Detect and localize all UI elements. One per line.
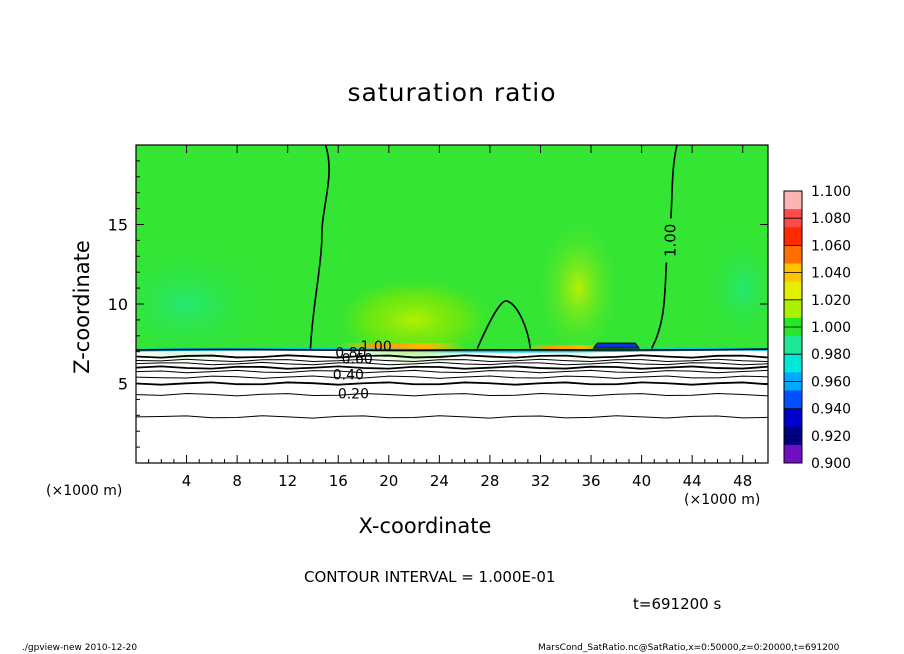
contour-1-00-left [309, 145, 330, 349]
colorbar-label: 1.080 [811, 211, 851, 227]
footer-left: ./gpview-new 2010-12-20 [22, 643, 138, 653]
x-axis-label: X-coordinate [358, 514, 492, 538]
low-ratio-patch [592, 342, 641, 349]
x-tick-label: 24 [430, 472, 449, 490]
colorbar-label: 0.900 [811, 456, 851, 472]
field-lower [136, 350, 768, 463]
hot-strip-left [338, 343, 465, 351]
colorbar-swatch [784, 444, 802, 464]
y-tick-label: 5 [118, 375, 128, 394]
colorbar-swatch [784, 245, 802, 265]
contour-below-8 [136, 415, 768, 419]
colorbar-label: 1.100 [811, 184, 851, 200]
colorbar-swatch [784, 354, 802, 373]
svg-text:1.00: 1.00 [361, 339, 392, 355]
x-tick-label: 48 [733, 472, 752, 490]
colorbar-swatch [784, 299, 802, 319]
cool-region-left [136, 244, 277, 364]
x-tick-label: 40 [632, 472, 651, 490]
colorbar-label: 0.940 [811, 402, 851, 418]
contour-below-3 [136, 365, 768, 370]
contour-below-1 [136, 358, 768, 363]
colorbar-swatch [784, 336, 802, 355]
contour-below-5 [136, 375, 768, 379]
contour-label-3: 0.60 [342, 352, 373, 368]
y-tick-label: 15 [108, 216, 128, 235]
colorbar-label: 0.920 [811, 429, 851, 445]
x-tick-label: 20 [379, 472, 398, 490]
hot-strip-right [527, 345, 604, 351]
colorbar-swatch [784, 281, 802, 301]
x-tick-label: 28 [480, 472, 499, 490]
cool-region-right [702, 228, 768, 349]
x-tick-label: 32 [531, 472, 550, 490]
svg-text:0.80: 0.80 [335, 345, 366, 361]
x-tick-label: 16 [329, 472, 348, 490]
contour-label-0: 1.00 [661, 218, 680, 263]
x-tick-label: 12 [278, 472, 297, 490]
colorbar-swatch [784, 390, 802, 410]
warm-region-left [329, 274, 500, 365]
svg-text:0.60: 0.60 [342, 352, 373, 368]
colorbar-label: 1.040 [811, 266, 851, 282]
svg-text:0.40: 0.40 [333, 368, 364, 384]
contour-label-2: 0.80 [335, 345, 366, 361]
contour-below-0 [136, 354, 768, 359]
contour-interval-text: CONTOUR INTERVAL = 1.000E-01 [304, 568, 556, 586]
y-axis-label: Z-coordinate [70, 240, 94, 374]
x-unit-left: (×1000 m) [46, 483, 123, 499]
x-tick-label: 4 [182, 472, 192, 490]
footer-right: MarsCond_SatRatio.nc@SatRatio,x=0:50000,… [538, 643, 840, 653]
chart-title: saturation ratio [347, 78, 557, 107]
colorbar-label: 1.020 [811, 293, 851, 309]
warm-region-right [533, 213, 624, 364]
contour-label-4: 0.40 [333, 368, 364, 384]
colorbar-swatch [784, 191, 802, 210]
contour-below-7 [136, 392, 768, 397]
contour-label-1: 1.00 [361, 339, 392, 355]
x-tick-label: 36 [581, 472, 600, 490]
time-text: t=691200 s [633, 595, 722, 613]
y-tick-label: 10 [108, 295, 128, 314]
contour-below-2 [136, 361, 768, 366]
colorbar: 1.100 1.080 1.060 1.040 1.020 1.000 0.980 0.960… [783, 184, 851, 472]
svg-text:1.00: 1.00 [662, 224, 680, 257]
contour-below-4 [136, 369, 768, 374]
colorbar-label: 1.000 [811, 320, 851, 336]
x-unit-right: (×1000 m) [684, 492, 761, 508]
colorbar-label: 0.960 [811, 374, 851, 390]
colorbar-swatch [784, 227, 802, 246]
contour-below-6 [136, 381, 768, 386]
contour-1-00-bump [476, 300, 532, 349]
contour-surface [136, 348, 768, 352]
x-tick-label: 8 [232, 472, 242, 490]
x-tick-label: 44 [683, 472, 702, 490]
svg-text:0.20: 0.20 [338, 387, 369, 403]
colorbar-swatch [784, 408, 802, 428]
colorbar-label: 0.980 [811, 347, 851, 363]
colorbar-label: 1.060 [811, 238, 851, 254]
contour-label-5: 0.20 [338, 387, 369, 403]
